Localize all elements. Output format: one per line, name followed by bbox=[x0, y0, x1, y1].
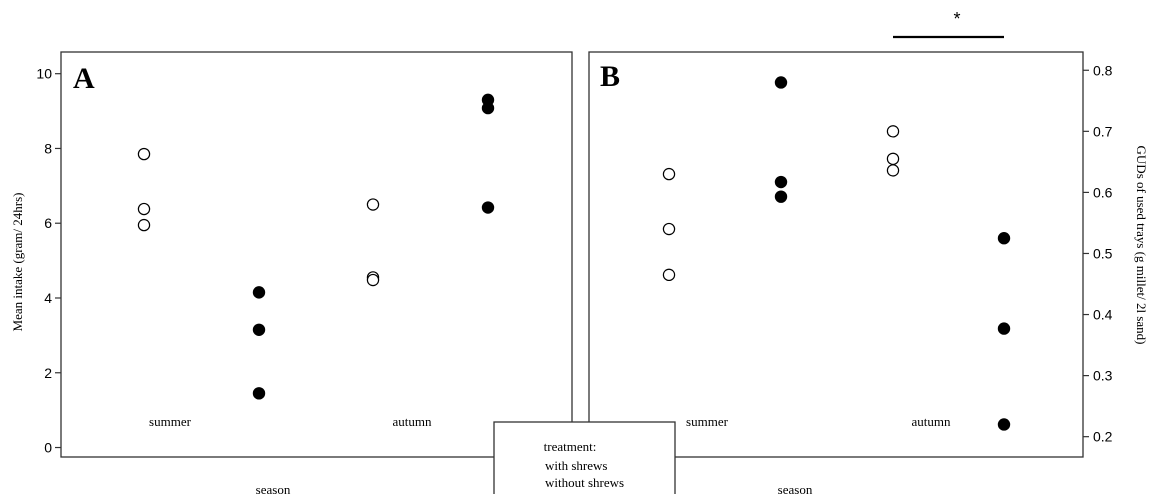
panel-a-point-without-shrews bbox=[481, 101, 495, 115]
panel-b-point-without-shrews bbox=[997, 418, 1011, 431]
legend-title: treatment: bbox=[544, 439, 597, 454]
y-tick-label: 2 bbox=[44, 365, 52, 381]
panel-b-point-without-shrews bbox=[774, 190, 788, 203]
panel-a: A 0 2 4 6 8 10 summer autumn season Mean inta… bbox=[10, 51, 573, 494]
panel-b-point-with-shrews bbox=[662, 268, 676, 282]
panel-a-point-without-shrews bbox=[252, 323, 266, 336]
y-tick-label: 8 bbox=[44, 140, 52, 156]
panel-a-point-with-shrews bbox=[366, 273, 380, 287]
panel-a-y-title: Mean intake (gram/ 24hrs) bbox=[10, 193, 25, 332]
panel-a-x-title: season bbox=[256, 482, 291, 494]
panel-a-point-without-shrews bbox=[481, 201, 495, 214]
y-tick-label: 0.2 bbox=[1093, 429, 1113, 445]
panel-b-point-with-shrews bbox=[886, 125, 900, 138]
panel-a-y-axis: 0 2 4 6 8 10 bbox=[36, 66, 61, 456]
panel-b-point-with-shrews bbox=[886, 164, 900, 177]
legend-item-with-shrews: with shrews bbox=[545, 458, 607, 473]
panel-a-point-without-shrews bbox=[252, 387, 266, 400]
panel-b-point-without-shrews bbox=[997, 232, 1011, 245]
panel-b-label: B bbox=[600, 60, 620, 93]
legend: treatment: with shrews without shrews bbox=[493, 421, 676, 494]
panel-a-label: A bbox=[73, 62, 95, 95]
legend-item-without-shrews: without shrews bbox=[545, 475, 624, 490]
panel-b-point-with-shrews bbox=[662, 167, 676, 181]
y-tick-label: 0.8 bbox=[1093, 62, 1113, 78]
panel-a-point-with-shrews bbox=[137, 202, 151, 216]
y-tick-label: 0.6 bbox=[1093, 184, 1113, 200]
panel-a-frame bbox=[60, 51, 573, 458]
panel-b-point-with-shrews bbox=[662, 222, 676, 236]
panel-b-x-title: season bbox=[778, 482, 813, 494]
panel-b-category-summer: summer bbox=[686, 414, 729, 429]
panel-a-point-with-shrews bbox=[137, 147, 151, 161]
panel-a-points bbox=[137, 93, 495, 400]
significance-marker: * bbox=[953, 9, 960, 29]
panel-b-category-autumn: autumn bbox=[912, 414, 951, 429]
panel-a-point-without-shrews bbox=[252, 286, 266, 299]
panel-b-point-without-shrews bbox=[774, 76, 788, 89]
y-tick-label: 0 bbox=[44, 440, 52, 456]
y-tick-label: 0.4 bbox=[1093, 307, 1113, 323]
panel-b-points bbox=[662, 76, 1011, 431]
panel-a-point-with-shrews bbox=[137, 218, 151, 232]
y-tick-label: 4 bbox=[44, 290, 52, 306]
panel-b-point-without-shrews bbox=[774, 175, 788, 189]
legend-box bbox=[493, 421, 676, 494]
panel-b-point-with-shrews bbox=[886, 152, 900, 166]
y-tick-label: 0.3 bbox=[1093, 368, 1113, 384]
y-tick-label: 0.7 bbox=[1093, 123, 1113, 139]
y-tick-label: 0.5 bbox=[1093, 245, 1113, 261]
panel-b-y-title: GUDs of used trays (g millet/ 2l sand) bbox=[1134, 146, 1149, 345]
y-tick-label: 6 bbox=[44, 215, 52, 231]
panel-a-point-with-shrews bbox=[366, 198, 380, 211]
panel-b: B 0.2 0.3 0.4 0.5 0.6 0.7 0.8 summer autumn se… bbox=[588, 9, 1149, 494]
panel-a-category-summer: summer bbox=[149, 414, 192, 429]
panel-a-category-autumn: autumn bbox=[393, 414, 432, 429]
panel-b-frame bbox=[588, 51, 1084, 458]
y-tick-label: 10 bbox=[36, 66, 52, 82]
panel-b-point-without-shrews bbox=[997, 322, 1011, 335]
panel-b-y-axis: 0.2 0.3 0.4 0.5 0.6 0.7 0.8 bbox=[1083, 62, 1113, 445]
